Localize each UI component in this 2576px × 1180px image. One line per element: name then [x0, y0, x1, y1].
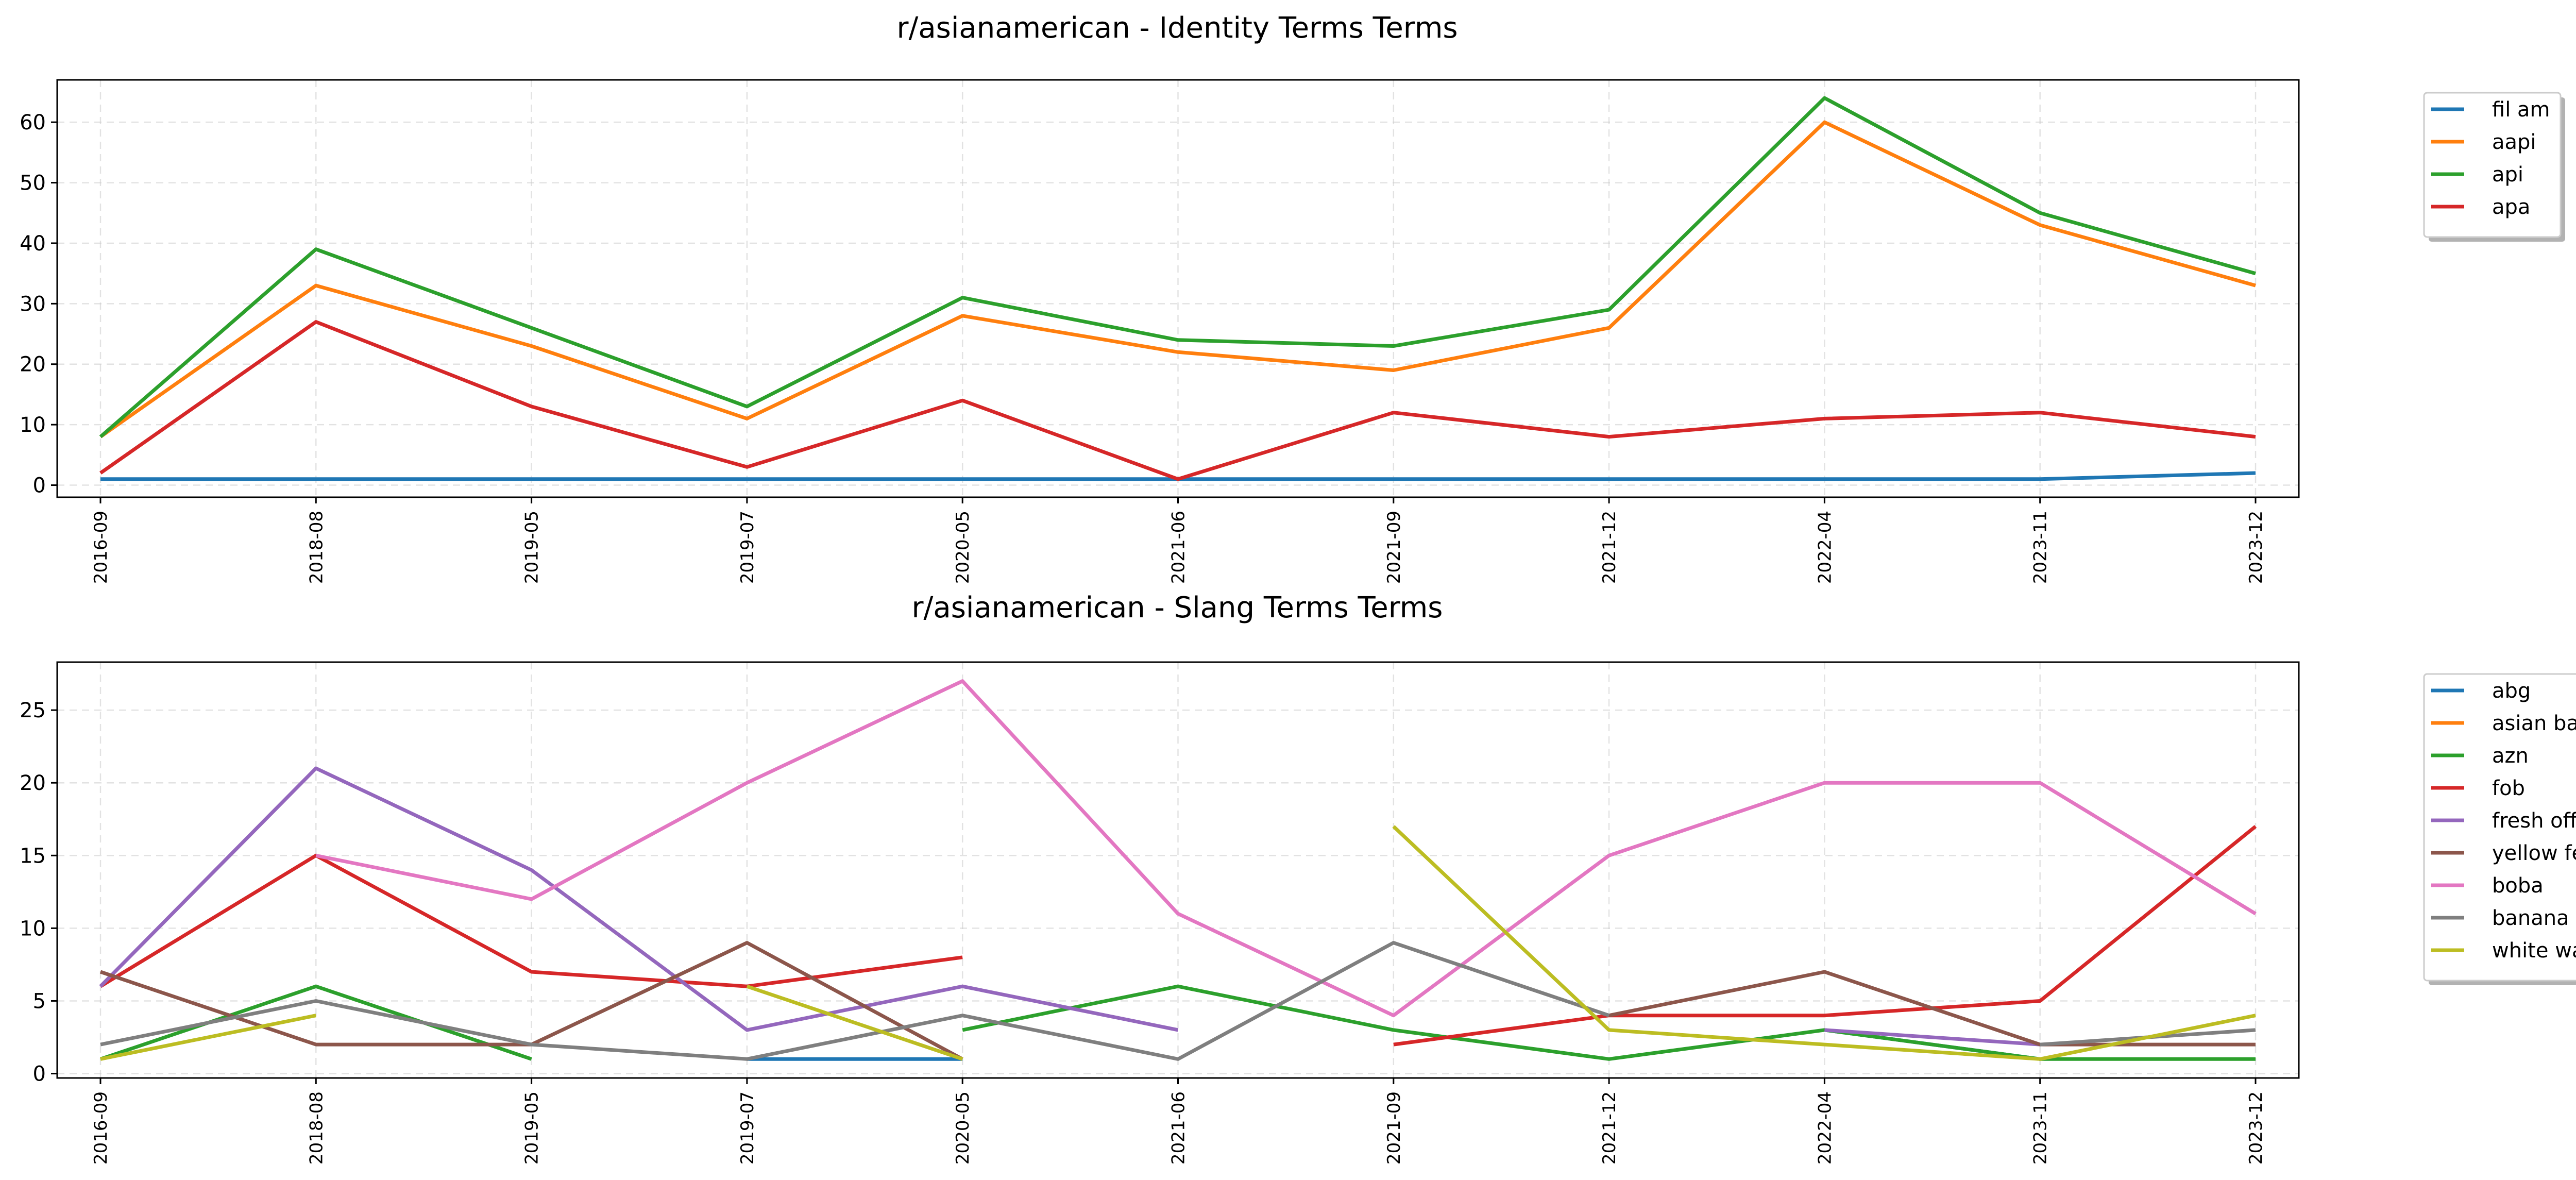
- slang-y-tick-label: 5: [33, 989, 46, 1013]
- slang-legend-label-banana: banana: [2492, 906, 2569, 930]
- identity-y-tick-label: 10: [20, 413, 46, 437]
- identity-x-tick-label: 2019-07: [737, 511, 758, 584]
- identity-x-tick-label: 2021-12: [1599, 511, 1620, 584]
- identity-terms-legend: fil am aapi api apa: [2423, 92, 2565, 242]
- slang-series-line-fob: [1393, 825, 2257, 1047]
- slang-series-line-white-washed: [1392, 825, 2256, 1061]
- slang-y-tick-label: 0: [33, 1063, 46, 1086]
- slang-legend-label-yellow-fever: yellow fever: [2492, 841, 2576, 865]
- slang-x-tick-label: 2022-04: [1815, 1091, 1835, 1165]
- slang-x-tick-label: 2021-12: [1599, 1091, 1620, 1165]
- identity-legend-label-aapi: aapi: [2492, 130, 2536, 154]
- identity-x-tick-label: 2023-11: [2030, 511, 2051, 584]
- identity-terms-title: r/asianamerican - Identity Terms Terms: [896, 11, 1458, 45]
- slang-y-tick-label: 10: [20, 917, 46, 940]
- identity-y-tick-label: 60: [20, 111, 46, 134]
- identity-legend-label-api: api: [2492, 163, 2523, 187]
- slang-legend-label-asian-baby-girl: asian baby girl: [2492, 712, 2576, 735]
- slang-series-line-fresh-off-the-boat: [99, 766, 1179, 1032]
- identity-y-tick-label: 30: [20, 292, 46, 316]
- identity-y-tick-label: 40: [20, 232, 46, 256]
- slang-y-tick-label: 15: [20, 844, 46, 868]
- slang-x-tick-label: 2019-07: [737, 1091, 758, 1165]
- slang-series-boba: [315, 679, 2257, 1018]
- slang-x-tick-label: 2021-06: [1168, 1091, 1189, 1165]
- identity-legend-label-apa: apa: [2492, 195, 2530, 219]
- slang-series-line-fresh-off-the-boat: [1824, 1028, 2040, 1047]
- slang-legend-label-white-washed: white washed: [2492, 939, 2576, 963]
- identity-x-tick-label: 2023-12: [2246, 511, 2266, 584]
- identity-y-tick-label: 20: [20, 353, 46, 377]
- identity-x-tick-label: 2020-05: [953, 511, 973, 584]
- slang-legend-label-fresh-off-the-boat: fresh off the boat: [2492, 809, 2576, 833]
- identity-series-line-aapi: [99, 120, 2256, 439]
- identity-x-tick-label: 2019-05: [522, 511, 543, 584]
- identity-y-tick-label: 50: [20, 172, 46, 195]
- identity-legend-label-fil-am: fil am: [2492, 98, 2550, 122]
- slang-x-tick-label: 2019-05: [522, 1091, 543, 1165]
- identity-legend-box: [2423, 92, 2562, 238]
- slang-series-line-boba: [315, 679, 2257, 1018]
- slang-x-tick-label: 2023-12: [2246, 1091, 2266, 1165]
- slang-series-line-fob: [99, 853, 963, 988]
- slang-series-line-banana: [100, 941, 1610, 1061]
- identity-series-line-apa: [99, 320, 2256, 481]
- identity-terms-chart: r/asianamerican - Identity Terms Terms 0…: [20, 11, 2565, 584]
- slang-y-tick-label: 20: [20, 771, 46, 795]
- slang-x-tick-label: 2023-11: [2030, 1091, 2051, 1165]
- slang-series-line-azn: [99, 984, 532, 1061]
- identity-x-tick-label: 2018-08: [306, 511, 327, 584]
- slang-series-line-white-washed: [746, 984, 963, 1061]
- identity-x-tick-label: 2021-09: [1384, 511, 1404, 584]
- slang-legend-label-azn: azn: [2492, 744, 2529, 768]
- identity-series-aapi: [99, 120, 2256, 439]
- slang-series-fob: [99, 825, 2257, 1047]
- slang-legend-label-boba: boba: [2492, 874, 2544, 898]
- slang-series-white-washed: [100, 825, 2256, 1061]
- identity-series-api: [99, 96, 2256, 439]
- identity-x-tick-label: 2022-04: [1815, 511, 1835, 584]
- slang-legend-box: [2423, 673, 2576, 982]
- slang-legend-label-fob: fob: [2492, 777, 2525, 800]
- slang-terms-legend: abg asian baby girl azn fob fresh off the bo…: [2423, 673, 2576, 985]
- slang-y-tick-label: 25: [20, 699, 46, 722]
- identity-y-tick-label: 0: [33, 474, 46, 498]
- slang-terms-chart: r/asianamerican - Slang Terms Terms 0 5 10…: [20, 591, 2576, 1165]
- slang-legend-label-abg: abg: [2492, 679, 2531, 703]
- slang-x-tick-label: 2021-09: [1384, 1091, 1404, 1165]
- identity-series-apa: [99, 320, 2256, 481]
- slang-terms-title: r/asianamerican - Slang Terms Terms: [912, 591, 1443, 625]
- identity-series-line-api: [99, 96, 2256, 439]
- identity-x-tick-label: 2021-06: [1168, 511, 1189, 584]
- slang-x-tick-label: 2018-08: [306, 1091, 327, 1165]
- slang-series-line-yellow-fever: [1608, 970, 2256, 1047]
- identity-x-tick-label: 2016-09: [91, 511, 111, 584]
- slang-x-tick-label: 2020-05: [953, 1091, 973, 1165]
- slang-series-fresh-off-the-boat: [99, 766, 2040, 1047]
- slang-x-tick-label: 2016-09: [91, 1091, 111, 1165]
- slang-series-line-white-washed: [100, 1014, 316, 1061]
